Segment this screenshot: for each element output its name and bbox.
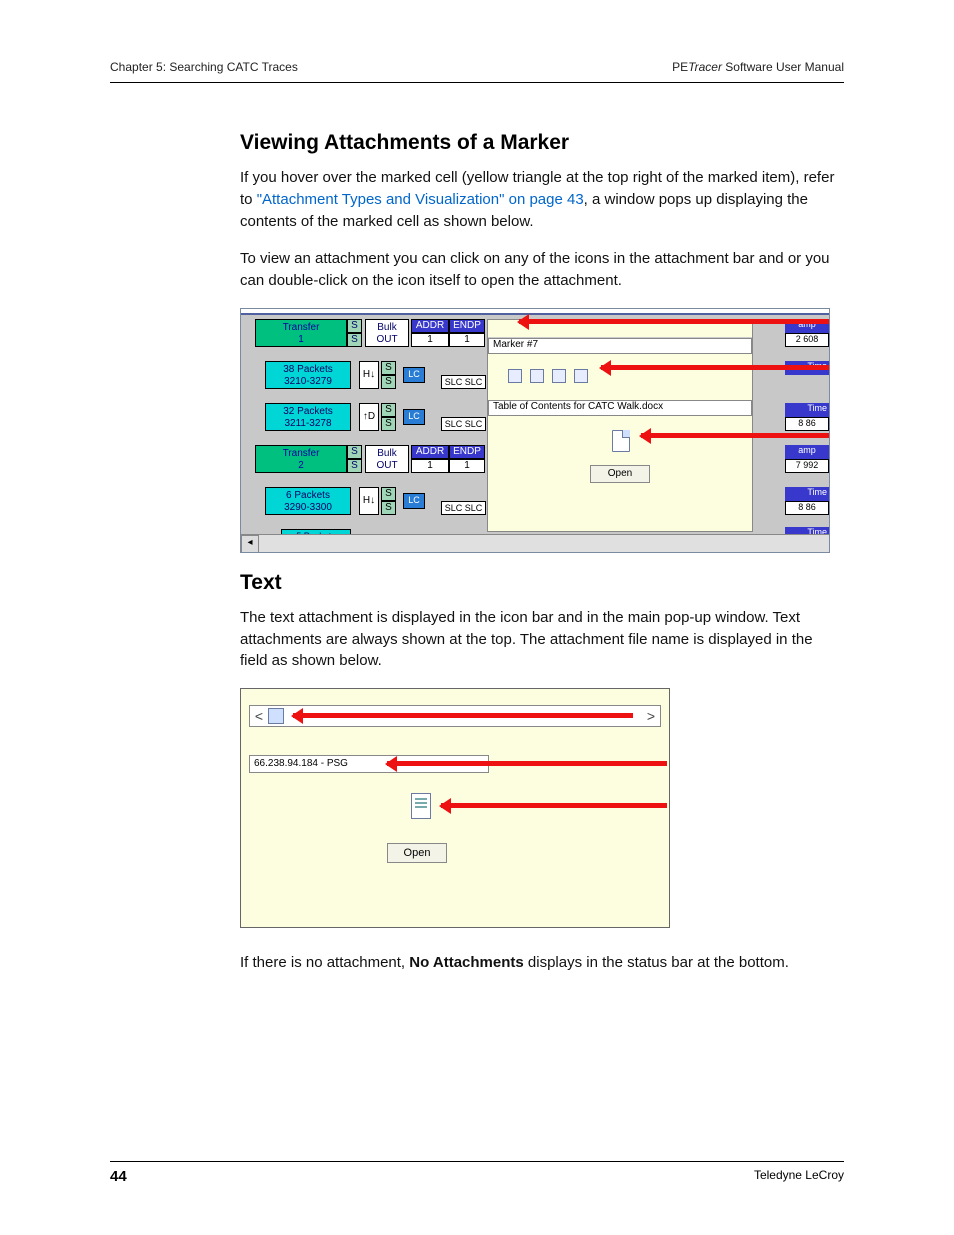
footer-company: Teledyne LeCroy [754,1168,844,1185]
header-left: Chapter 5: Searching CATC Traces [110,60,298,74]
right-info-strip: amp 2 608 Time Time 8 86 amp 7 992 Time … [755,319,829,532]
cross-reference-link[interactable]: "Attachment Types and Visualization" on … [257,191,584,208]
s-badge: S [381,403,396,417]
lc-badge: LC [403,409,425,425]
direction-box: ↑D [359,403,379,431]
page-header: Chapter 5: Searching CATC Traces PETrace… [110,60,844,83]
time-label: Time [785,487,829,501]
time-label: Time [785,403,829,417]
s-badge: S [347,459,362,473]
packets-badge: 38 Packets3210-3279 [265,361,351,389]
horizontal-scrollbar[interactable]: ◂ [241,534,829,552]
figure-text-attachment: < > 66.238.94.184 - PSG Open [240,688,670,928]
direction-box: H↓ [359,361,379,389]
scroll-left-icon[interactable]: ◂ [241,535,259,553]
endp-badge: ENDP [449,445,485,459]
addr-badge: ADDR [411,445,449,459]
attachment-icon[interactable] [552,369,566,383]
attachment-filename-field: Table of Contents for CATC Walk.docx [488,400,752,416]
section-heading: Viewing Attachments of a Marker [240,131,844,155]
annotation-arrow [519,319,829,324]
value-cell: 1 [449,459,485,473]
page-number: 44 [110,1168,127,1185]
trace-row: Transfer1 S S BulkOUT ADDR ENDP 1 1 [241,319,486,357]
trace-row: Transfer2 S S BulkOUT ADDR ENDP 1 1 [241,445,486,483]
amp-label: amp [785,445,829,459]
open-button[interactable]: Open [590,465,650,483]
time-value: 8 86 [785,417,829,431]
amp-value: 7 992 [785,459,829,473]
marker-popup: Marker #7 Table of Contents for CATC Wal… [487,319,753,532]
annotation-arrow [441,803,667,808]
packets-badge: 32 Packets3211-3278 [265,403,351,431]
document-icon[interactable] [411,793,431,819]
header-right: PETracer Software User Manual [672,60,844,74]
s-badge: S [347,319,362,333]
s-badge: S [347,445,362,459]
section-heading: Text [240,571,844,595]
addr-badge: ADDR [411,319,449,333]
transfer-badge: Transfer1 [255,319,347,347]
body-paragraph: If there is no attachment, No Attachment… [240,952,844,974]
marker-name-field: Marker #7 [488,338,752,354]
value-cell: 1 [449,333,485,347]
bulk-badge: BulkOUT [365,445,409,473]
trace-column: Transfer1 S S BulkOUT ADDR ENDP 1 1 38 P… [241,319,486,534]
body-paragraph: If you hover over the marked cell (yello… [240,167,844,232]
annotation-arrow [387,761,667,766]
slc-badge: SLC SLC [441,417,486,431]
lc-badge: LC [403,493,425,509]
open-button[interactable]: Open [387,843,447,863]
slc-badge: SLC SLC [441,501,486,515]
s-badge: S [381,501,396,515]
slc-badge: SLC SLC [441,375,486,389]
s-badge: S [381,487,396,501]
body-paragraph: The text attachment is displayed in the … [240,607,844,672]
trace-row: 32 Packets3211-3278 ↑D S S LC SLC SLC [241,403,486,441]
page-footer: 44 Teledyne LeCroy [110,1161,844,1185]
s-badge: S [381,417,396,431]
endp-badge: ENDP [449,319,485,333]
annotation-arrow [293,713,633,718]
trace-row: 6 Packets3290-3300 H↓ S S LC SLC SLC [241,487,486,525]
bulk-badge: BulkOUT [365,319,409,347]
annotation-arrow [601,365,829,370]
trace-row: 38 Packets3210-3279 H↓ S S LC SLC SLC [241,361,486,399]
s-badge: S [381,361,396,375]
attachment-icon[interactable] [530,369,544,383]
packets-badge: 6 Packets3290-3300 [265,487,351,515]
direction-box: H↓ [359,487,379,515]
figure-trace-marker: Transfer1 S S BulkOUT ADDR ENDP 1 1 38 P… [240,308,830,553]
chevron-left-icon[interactable]: < [250,708,268,724]
transfer-badge: Transfer2 [255,445,347,473]
chevron-right-icon[interactable]: > [642,708,660,724]
amp-value: 2 608 [785,333,829,347]
value-cell: 1 [411,333,449,347]
s-badge: S [381,375,396,389]
text-attachment-icon[interactable] [268,708,284,724]
document-icon[interactable] [612,430,630,452]
s-badge: S [347,333,362,347]
lc-badge: LC [403,367,425,383]
attachment-icon[interactable] [574,369,588,383]
attachment-icon[interactable] [508,369,522,383]
annotation-arrow [641,433,829,438]
value-cell: 1 [411,459,449,473]
body-paragraph: To view an attachment you can click on a… [240,248,844,292]
time-value: 8 86 [785,501,829,515]
